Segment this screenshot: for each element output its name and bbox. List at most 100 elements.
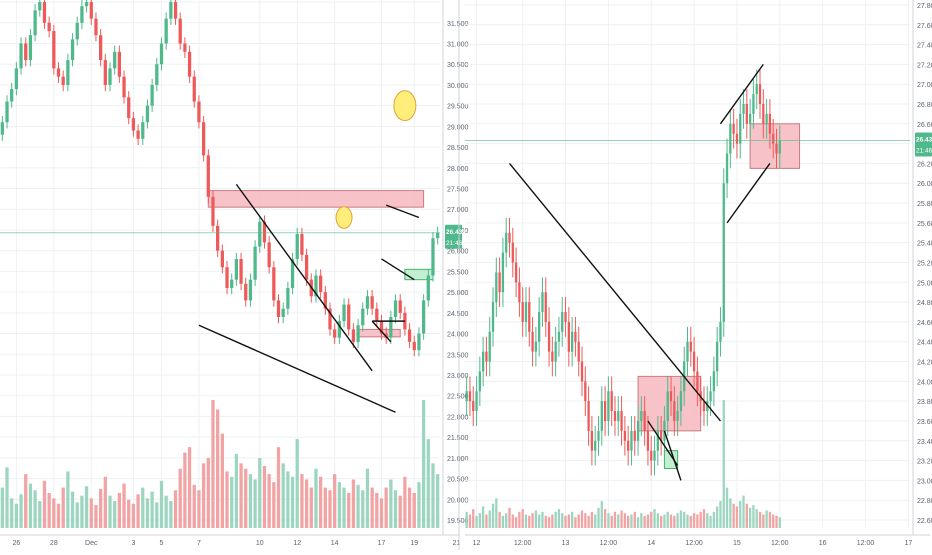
candle-body — [554, 341, 557, 362]
candle-body — [365, 296, 370, 309]
candle-body — [666, 391, 669, 421]
candle-body — [192, 76, 196, 102]
candle-body — [752, 94, 755, 114]
candle-body — [722, 183, 725, 322]
volume-bar — [696, 514, 699, 528]
volume-bar — [481, 506, 485, 528]
x-tick-label: Dec — [85, 540, 98, 547]
last-price-label: 26.432 — [916, 136, 932, 143]
candle-body — [719, 321, 722, 342]
volume-bar — [514, 517, 518, 528]
y-tick-label: 24.200 — [917, 360, 932, 367]
volume-bar — [541, 511, 544, 528]
volume-bar — [633, 511, 636, 528]
volume-bar — [10, 498, 14, 528]
volume-bar — [197, 490, 201, 528]
volume-bar — [323, 487, 327, 528]
y-tick-label: 25.800 — [917, 201, 932, 208]
volume-bar — [712, 511, 716, 528]
candle-body — [716, 341, 719, 372]
volume-bar — [508, 507, 511, 528]
volume-bar — [192, 484, 196, 528]
volume-bar — [650, 511, 653, 528]
volume-bar — [403, 476, 407, 528]
volume-bar — [709, 515, 712, 528]
candle-body — [56, 68, 61, 77]
candle-body — [729, 123, 732, 154]
volume-bar — [108, 495, 112, 528]
volume-bar — [281, 463, 285, 528]
volume-bar — [262, 466, 267, 528]
volume-bar — [577, 514, 580, 528]
volume-bar — [253, 479, 257, 528]
candle-body — [234, 258, 239, 280]
volume-bar — [636, 517, 640, 528]
volume-bar — [216, 409, 220, 528]
y-tick-label: 23.600 — [917, 419, 932, 426]
volume-bar — [475, 515, 478, 528]
volume-bar — [501, 515, 505, 528]
trendline — [726, 163, 771, 224]
candle-body — [544, 292, 547, 322]
candle-body — [706, 401, 709, 412]
candle-body — [295, 234, 299, 259]
candle-body — [488, 331, 491, 362]
volume-bar — [491, 503, 495, 528]
volume-bar — [70, 491, 75, 528]
candle-body — [518, 282, 521, 303]
candle-body — [314, 275, 318, 297]
volume-bar — [28, 483, 33, 528]
y-tick-label: 27.500 — [447, 187, 469, 194]
y-tick-label: 27.600 — [917, 23, 932, 30]
candle-body — [417, 333, 421, 351]
candle-body — [478, 371, 481, 392]
volume-bar — [272, 482, 276, 528]
volume-bar — [561, 513, 564, 528]
y-tick-label: 29.500 — [447, 104, 469, 111]
candle-body — [524, 302, 528, 322]
x-tick-label: 13 — [562, 540, 570, 547]
candle-body — [356, 325, 360, 342]
y-tick-label: 30.500 — [447, 62, 469, 69]
candle-body — [650, 450, 653, 461]
candle-body — [636, 420, 640, 441]
y-tick-label: 23.800 — [917, 399, 932, 406]
candle-body — [407, 329, 412, 342]
volume-bar — [398, 495, 402, 528]
candle-body — [267, 242, 271, 268]
volume-bar — [230, 476, 234, 528]
volume-bar — [659, 515, 663, 528]
volume-bar — [347, 492, 351, 528]
volume-bar — [768, 511, 772, 528]
x-tick-label: 12:00 — [685, 540, 703, 547]
volume-bar — [173, 490, 178, 528]
volume-bar — [211, 400, 215, 528]
resistance-zone — [749, 123, 801, 169]
volume-bar — [206, 457, 210, 528]
volume-bar — [75, 502, 79, 528]
last-price-tag — [915, 132, 932, 157]
candle-body — [590, 430, 594, 451]
trendline — [371, 320, 392, 343]
volume-bar — [141, 487, 145, 528]
candle-body — [696, 371, 699, 392]
candle-body — [286, 287, 290, 309]
y-tick-label: 26.200 — [917, 161, 932, 168]
candle-body — [689, 341, 692, 352]
candle-body — [351, 329, 356, 342]
volume-bar — [653, 509, 656, 528]
candle-body — [762, 104, 765, 124]
candle-body — [597, 430, 600, 441]
y-tick-label: 25.500 — [447, 269, 469, 276]
y-tick-label: 22.500 — [447, 394, 469, 401]
candle-body — [89, 2, 93, 19]
volume-bar — [66, 471, 70, 528]
candle-body — [436, 232, 440, 239]
candle-body — [643, 411, 646, 431]
volume-bar — [38, 501, 42, 528]
trendline — [647, 420, 679, 466]
y-tick-label: 27.800 — [917, 3, 932, 10]
volume-bar — [276, 447, 281, 528]
y-tick-label: 20.000 — [447, 497, 469, 504]
volume-bar — [24, 474, 28, 528]
